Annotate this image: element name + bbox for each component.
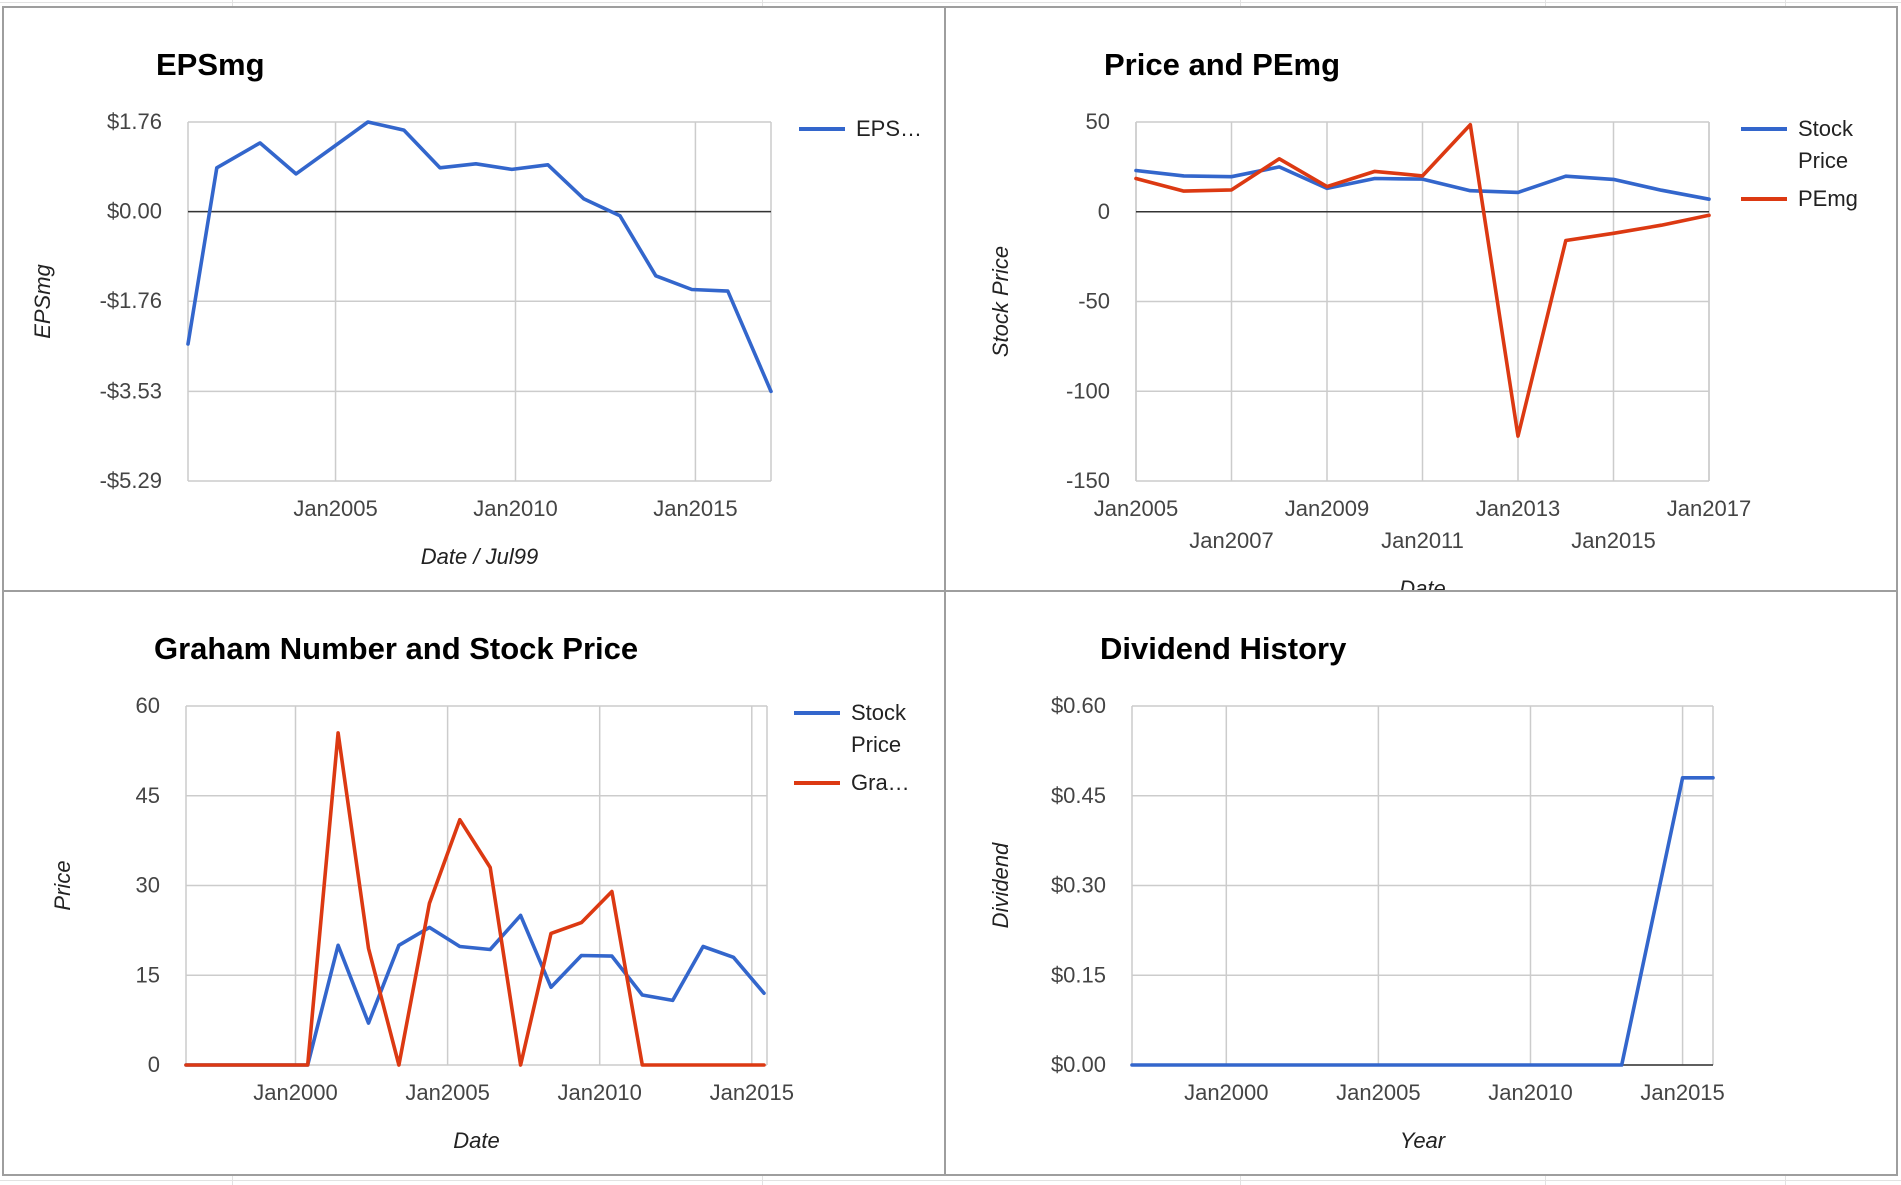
chart-panel-price-pemg[interactable]: Price and PEmg 50 0 -50 -100 -150 Jan2005 Jan20… <box>944 6 1898 592</box>
legend-label: Price <box>1798 148 1848 173</box>
y-tick-label: 60 <box>136 693 160 718</box>
y-tick-label: -50 <box>1078 289 1110 314</box>
x-tick-label: Jan2013 <box>1476 496 1560 521</box>
series-line <box>1130 776 1715 1067</box>
chart-panel-graham[interactable]: Graham Number and Stock Price 60 45 30 15 0 Ja… <box>2 590 946 1176</box>
legend-label: Price <box>851 732 901 757</box>
x-tick-label: Jan2005 <box>1336 1080 1420 1105</box>
y-axis-title: Dividend <box>988 842 1013 928</box>
y-tick-label: $0.15 <box>1051 962 1106 987</box>
x-tick-label: Jan2005 <box>405 1080 489 1105</box>
series-line <box>184 731 766 1067</box>
y-tick-label: 50 <box>1086 109 1110 134</box>
x-tick-label: Jan2005 <box>1094 496 1178 521</box>
y-tick-label: -$1.76 <box>100 288 162 313</box>
legend-label: Stock <box>851 700 907 725</box>
sheet-gridline <box>0 1180 1901 1181</box>
y-tick-label: 30 <box>136 873 160 898</box>
y-tick-label: $0.00 <box>1051 1052 1106 1077</box>
y-tick-label: -100 <box>1066 378 1110 403</box>
chart-epsmg: EPSmg $1.76 $0.00 -$1.76 -$3.53 -$5.29 Jan2005… <box>30 47 922 569</box>
chart-title: Price and PEmg <box>1104 47 1340 82</box>
x-tick-label: Jan2011 <box>1381 528 1464 553</box>
chart-title: Dividend History <box>1100 631 1347 666</box>
y-tick-label: $1.76 <box>107 109 162 134</box>
y-tick-label: $0.45 <box>1051 783 1106 808</box>
y-axis-title: Price <box>50 860 75 910</box>
x-tick-label: Jan2017 <box>1667 496 1751 521</box>
x-tick-label: Jan2007 <box>1189 528 1273 553</box>
legend-label: Gra… <box>851 770 910 795</box>
x-axis-title: Date <box>453 1128 499 1153</box>
x-tick-label: Jan2010 <box>473 496 557 521</box>
x-tick-label: Jan2010 <box>1488 1080 1572 1105</box>
chart-dividend: Dividend History $0.60 $0.45 $0.30 $0.15 $0.0… <box>988 631 1725 1153</box>
y-tick-label: 45 <box>136 783 160 808</box>
x-tick-label: Jan2015 <box>653 496 737 521</box>
x-tick-label: Jan2015 <box>710 1080 794 1105</box>
y-axis-title: Stock Price <box>988 246 1013 357</box>
chart-graham: Graham Number and Stock Price 60 45 30 15 0 Ja… <box>50 631 910 1153</box>
x-tick-label: Jan2005 <box>293 496 377 521</box>
y-tick-label: $0.00 <box>107 199 162 224</box>
y-tick-label: -$5.29 <box>100 468 162 493</box>
chart-title: EPSmg <box>156 47 265 82</box>
y-tick-label: -$3.53 <box>100 378 162 403</box>
series-line <box>1134 165 1711 201</box>
x-tick-label: Jan2010 <box>557 1080 641 1105</box>
chart-price-pemg: Price and PEmg 50 0 -50 -100 -150 Jan2005 Jan20… <box>988 47 1858 590</box>
x-tick-label: Jan2000 <box>1184 1080 1268 1105</box>
y-axis-title: EPSmg <box>30 263 55 338</box>
y-tick-label: $0.30 <box>1051 873 1106 898</box>
y-tick-label: 15 <box>136 962 160 987</box>
x-tick-label: Jan2015 <box>1640 1080 1724 1105</box>
x-axis-title: Year <box>1400 1128 1447 1153</box>
y-tick-label: 0 <box>1098 199 1110 224</box>
x-tick-label: Jan2009 <box>1285 496 1369 521</box>
sheet-gridline <box>0 2 1901 3</box>
x-tick-label: Jan2000 <box>253 1080 337 1105</box>
legend-label: PEmg <box>1798 186 1858 211</box>
x-axis-title: Date / Jul99 <box>421 544 538 569</box>
chart-panel-epsmg[interactable]: EPSmg $1.76 $0.00 -$1.76 -$3.53 -$5.29 Jan2005… <box>2 6 946 592</box>
series-line <box>184 913 766 1067</box>
series-line <box>186 120 773 394</box>
chart-title: Graham Number and Stock Price <box>154 631 638 666</box>
legend-label: Stock <box>1798 116 1854 141</box>
x-tick-label: Jan2015 <box>1571 528 1655 553</box>
series-line <box>1134 122 1711 438</box>
y-tick-label: $0.60 <box>1051 693 1106 718</box>
legend-label: EPS… <box>856 116 922 141</box>
chart-panel-dividend[interactable]: Dividend History $0.60 $0.45 $0.30 $0.15 $0.0… <box>944 590 1898 1176</box>
y-tick-label: 0 <box>148 1052 160 1077</box>
x-axis-title: Date <box>1399 576 1445 590</box>
y-tick-label: -150 <box>1066 468 1110 493</box>
